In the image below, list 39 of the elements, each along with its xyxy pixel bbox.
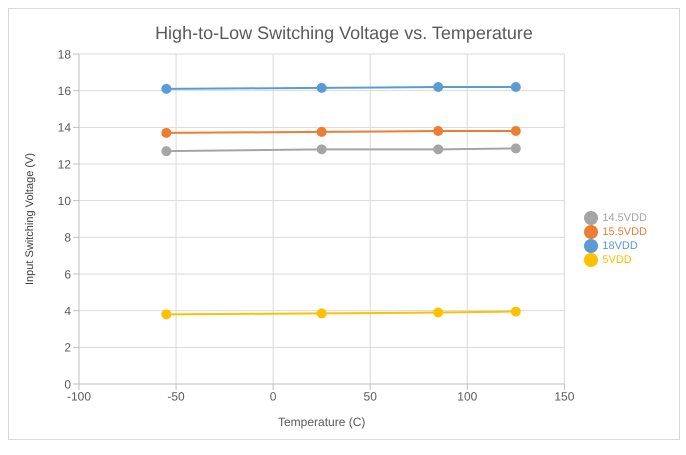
point xyxy=(161,84,172,94)
y-tick-label: 18 xyxy=(58,47,72,62)
point xyxy=(510,143,521,154)
point xyxy=(433,126,444,136)
point xyxy=(510,306,521,317)
y-tick-label: 16 xyxy=(58,84,72,98)
y-tick-label: 2 xyxy=(64,340,72,355)
point xyxy=(161,146,172,156)
point xyxy=(316,82,327,93)
y-tick-label: 4 xyxy=(64,304,72,318)
point xyxy=(433,308,444,318)
x-tick-label: 0 xyxy=(270,390,277,404)
legend-label: 15.5VDD xyxy=(602,226,647,238)
chart-title: High-to-Low Switching Voltage vs. Temperature xyxy=(154,23,534,44)
point xyxy=(161,309,172,320)
y-tick-label: 8 xyxy=(64,230,72,245)
point xyxy=(316,144,327,154)
point xyxy=(510,126,521,136)
point xyxy=(433,144,444,154)
x-tick-label: -100 xyxy=(66,390,92,404)
x-axis-title: Temperature (C) xyxy=(278,415,366,429)
point xyxy=(510,82,521,92)
y-axis-title: Input Switching Voltage (V) xyxy=(24,152,36,286)
x-tick-label: 50 xyxy=(364,390,378,404)
point xyxy=(161,128,172,138)
y-tick-label: 6 xyxy=(64,267,72,282)
y-tick-label: 0 xyxy=(64,377,72,392)
y-tick-label: 10 xyxy=(58,194,72,208)
x-tick-label: -50 xyxy=(167,390,186,404)
y-tick-label: 12 xyxy=(58,157,72,172)
legend-label: 18VDD xyxy=(602,240,638,252)
point xyxy=(433,82,444,92)
x-tick-label: 150 xyxy=(554,390,575,404)
x-tick-label: 100 xyxy=(457,390,478,404)
point xyxy=(316,308,327,318)
y-tick-label: 14 xyxy=(58,120,72,135)
point xyxy=(316,126,327,137)
legend-label: 14.5VDD xyxy=(602,212,647,224)
legend-label: 5VDD xyxy=(602,254,632,266)
